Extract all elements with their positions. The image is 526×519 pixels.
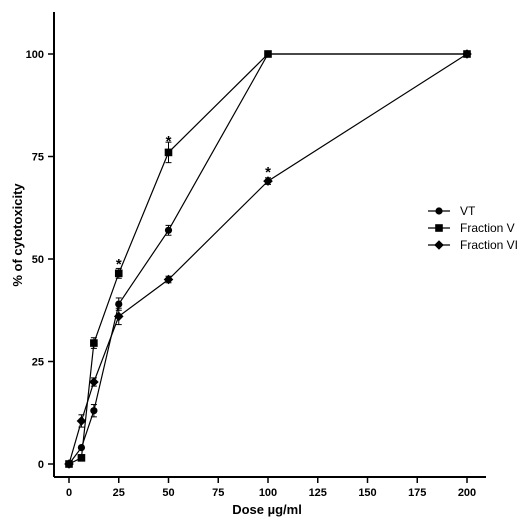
y-tick-label: 50 <box>32 254 44 266</box>
series-layer <box>64 49 472 469</box>
annotation-layer: * * * <box>116 133 271 273</box>
x-tick-label: 100 <box>259 487 277 499</box>
series-fraction-vi <box>64 49 472 469</box>
legend-label: Fraction V <box>460 221 515 235</box>
x-tick-label: 75 <box>212 487 224 499</box>
data-point <box>115 301 122 308</box>
legend-marker <box>435 224 443 232</box>
data-point <box>78 454 86 462</box>
legend-item: VT <box>428 204 476 218</box>
axes: 0 25 50 75 100 0 25 50 75 100 125 150 175 200 <box>26 12 486 499</box>
significance-marker: * <box>265 164 271 181</box>
data-point <box>78 444 85 451</box>
legend-marker <box>435 207 442 214</box>
x-tick-label: 25 <box>113 487 125 499</box>
y-tick-label: 0 <box>38 459 44 471</box>
legend-label: Fraction VI <box>460 238 518 252</box>
legend-label: VT <box>460 204 476 218</box>
data-point <box>90 407 97 414</box>
legend: VT Fraction V Fraction VI <box>428 204 518 252</box>
x-tick-label: 150 <box>358 487 376 499</box>
y-tick-label: 75 <box>32 152 44 164</box>
significance-marker: * <box>116 256 122 273</box>
y-tick-label: 25 <box>32 357 44 369</box>
data-point <box>90 339 98 347</box>
x-axis-label: Dose µg/ml <box>232 502 302 517</box>
x-tick-label: 200 <box>458 487 476 499</box>
legend-item: Fraction VI <box>428 238 518 252</box>
data-point <box>264 50 272 58</box>
x-tick-label: 50 <box>162 487 174 499</box>
x-tick-label: 125 <box>309 487 327 499</box>
legend-item: Fraction V <box>428 221 515 235</box>
legend-marker <box>434 240 444 250</box>
series-line <box>69 54 467 464</box>
series-fraction-v <box>65 50 471 468</box>
x-tick-label: 0 <box>66 487 72 499</box>
y-axis-label: % of cytotoxicity <box>10 183 25 287</box>
significance-marker: * <box>166 133 172 150</box>
series-line <box>69 54 467 464</box>
data-point <box>165 227 172 234</box>
series-line <box>69 54 467 464</box>
x-tick-label: 175 <box>408 487 426 499</box>
series-vt <box>65 50 470 467</box>
y-tick-label: 100 <box>26 49 44 61</box>
